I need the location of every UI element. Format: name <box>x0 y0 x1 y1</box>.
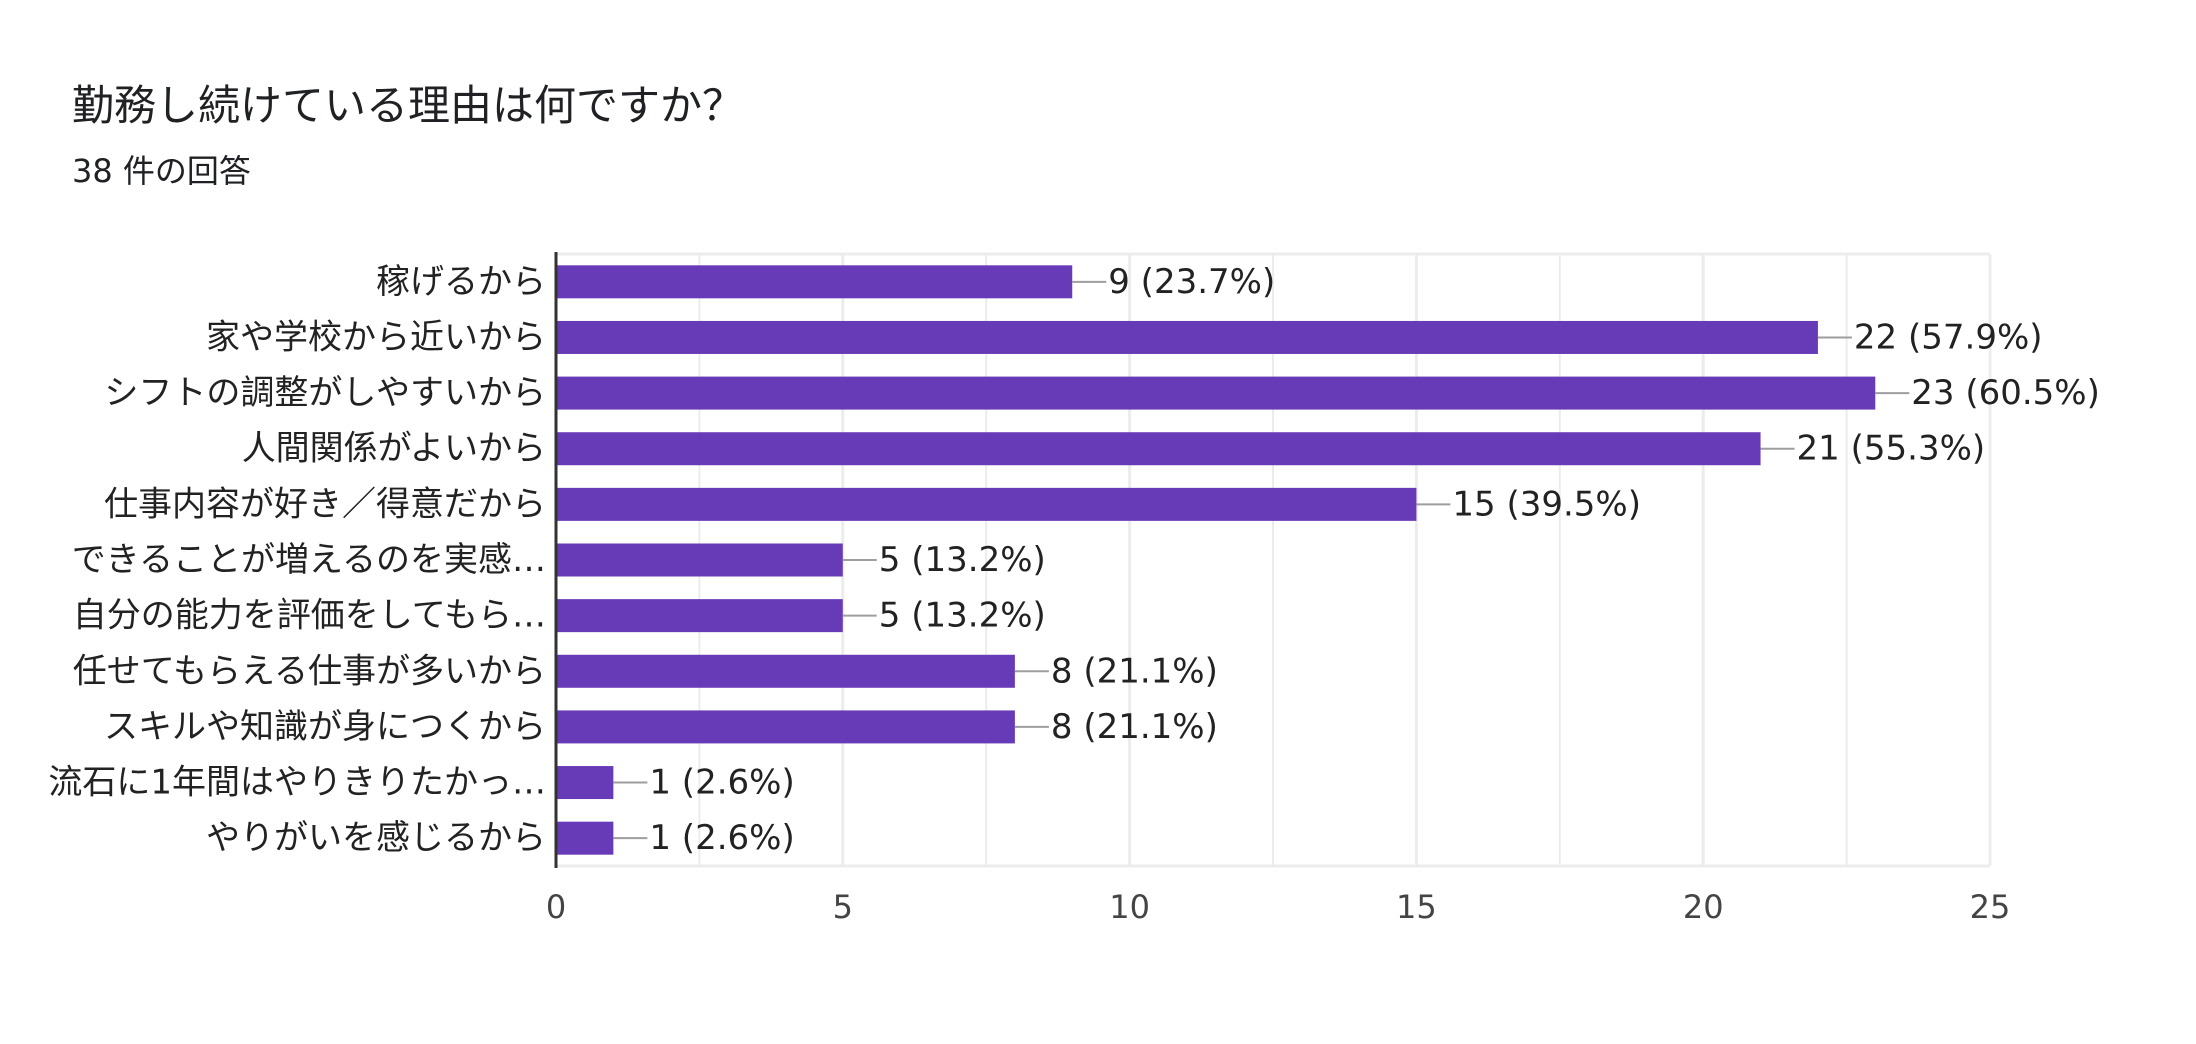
category-label: 自分の能力を評価をしてもら… <box>73 596 546 636</box>
category-label: 稼げるから <box>376 262 546 302</box>
bar <box>556 320 1818 354</box>
category-label: 任せてもらえる仕事が多いから <box>73 651 546 691</box>
data-label: 5 (13.2%) <box>879 596 1046 636</box>
category-labels: 稼げるから家や学校から近いからシフトの調整がしやすいから人間関係がよいから仕事内… <box>48 262 546 858</box>
category-label: やりがいを感じるから <box>206 818 546 858</box>
x-tick-label: 20 <box>1683 888 1724 926</box>
bar <box>556 766 614 800</box>
category-label: 流石に1年間はやりきりたかっ… <box>48 763 546 803</box>
x-tick-label: 25 <box>1970 888 2011 926</box>
data-label: 9 (23.7%) <box>1108 262 1275 302</box>
x-tick-labels: 0 5 10 15 20 25 <box>546 888 2011 926</box>
x-tick-label: 0 <box>546 888 566 926</box>
bars <box>556 265 1876 855</box>
chart-title: 勤務し続けている理由は何ですか？ <box>72 81 745 130</box>
category-label: スキルや知識が身につくから <box>104 707 546 747</box>
response-count: 38 件の回答 <box>72 152 251 190</box>
data-label: 23 (60.5%) <box>1911 373 2100 413</box>
bar <box>556 265 1073 299</box>
bar <box>556 487 1417 521</box>
x-tick-label: 15 <box>1396 888 1437 926</box>
bar <box>556 654 1015 688</box>
category-label: 家や学校から近いから <box>206 317 546 357</box>
category-label: シフトの調整がしやすいから <box>104 373 546 413</box>
data-label: 1 (2.6%) <box>649 818 794 858</box>
data-label: 5 (13.2%) <box>879 540 1046 580</box>
data-label: 22 (57.9%) <box>1854 317 2043 357</box>
bar <box>556 821 614 855</box>
category-label: 仕事内容が好き／得意だから <box>104 484 546 524</box>
data-label: 1 (2.6%) <box>649 763 794 803</box>
gridlines <box>554 252 1992 868</box>
data-label: 15 (39.5%) <box>1452 484 1641 524</box>
data-labels: 9 (23.7%) 22 (57.9%) 23 (60.5%) 21 (55.3%) 1… <box>613 262 2100 858</box>
category-label: 人間関係がよいから <box>242 429 546 469</box>
bar <box>556 376 1876 410</box>
data-label: 8 (21.1%) <box>1051 651 1218 691</box>
data-label: 8 (21.1%) <box>1051 707 1218 747</box>
x-tick-label: 10 <box>1109 888 1150 926</box>
x-tick-label: 5 <box>833 888 853 926</box>
bar <box>556 543 843 577</box>
data-label: 21 (55.3%) <box>1797 429 1986 469</box>
bar <box>556 599 843 633</box>
bar <box>556 432 1761 466</box>
category-label: できることが増えるのを実感… <box>72 540 546 580</box>
bar <box>556 710 1015 744</box>
